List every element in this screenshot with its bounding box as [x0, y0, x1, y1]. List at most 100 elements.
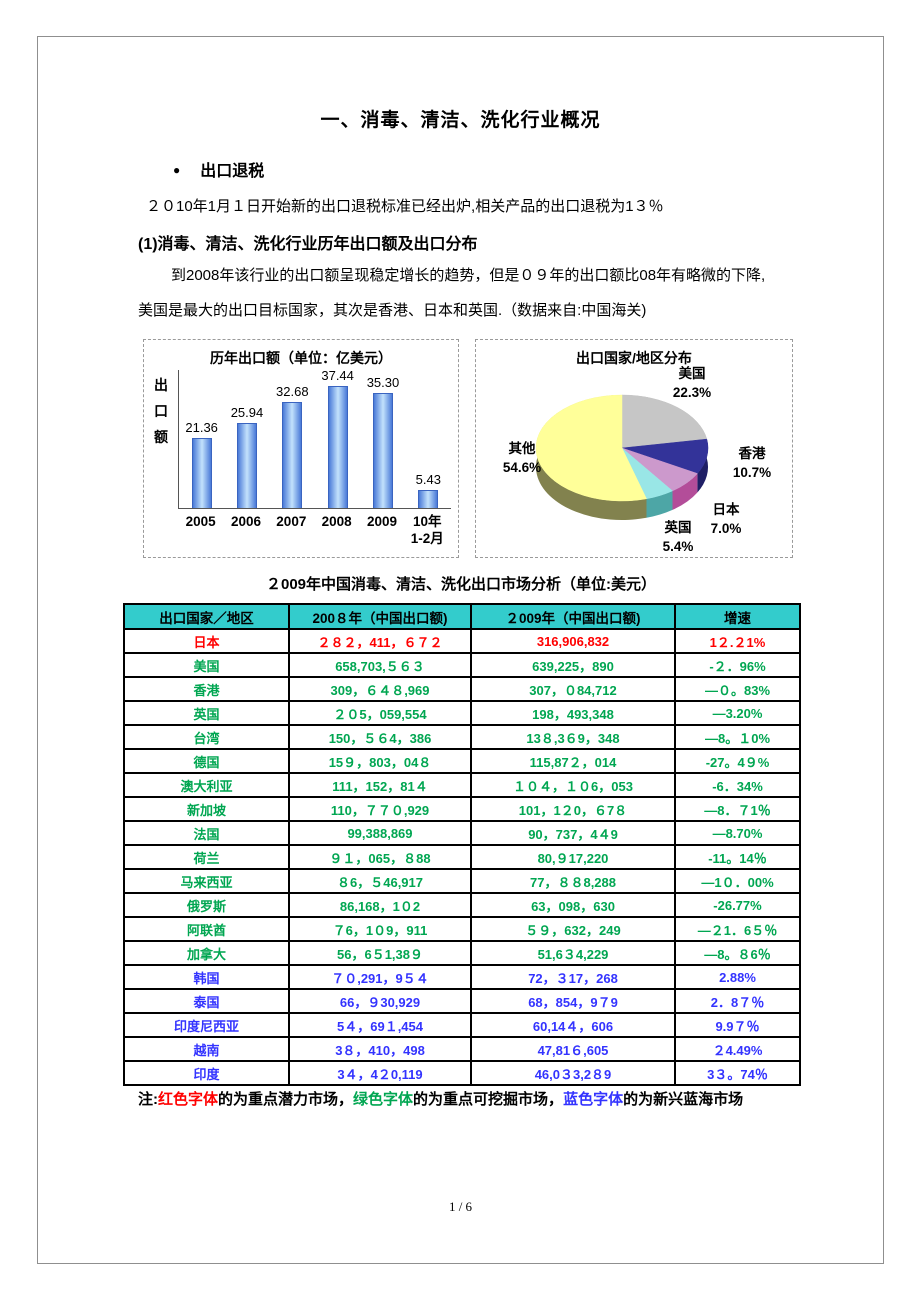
bar-value-label: 35.30 [366, 375, 400, 390]
cell-2009: 68，854，9７9 [470, 988, 676, 1014]
cell-country: 荷兰 [123, 844, 290, 870]
cell-growth: —２1．6５％ [674, 916, 801, 942]
table-row: 加拿大 56，6５1,38９ 51,6３4,229 —8。８6％ [123, 940, 801, 966]
cell-2008: 309，６４８,969 [288, 676, 472, 702]
cell-2009: 80,９17,220 [470, 844, 676, 870]
cell-2008: ２８２，411，６７２ [288, 628, 472, 654]
table-row: 台湾 150，５６4，386 13８,3６9，348 —8。１0% [123, 724, 801, 750]
x-axis-tick-label: 10年 1-2月 [410, 514, 444, 546]
table-row: 美国 658,703,５６３ 639,225，890 -２．96% [123, 652, 801, 678]
table-title: ２009年中国消毒、清洁、洗化出口市场分析（单位:美元） [265, 576, 657, 593]
bar-chart-plot-area: 21.36 25.94 32.68 37.44 35.30 5.43 [178, 368, 451, 509]
cell-2008: 99,388,869 [288, 820, 472, 846]
bar-2009 [372, 393, 393, 508]
page-number: 1 / 6 [448, 1199, 473, 1214]
cell-growth: —8.70% [674, 820, 801, 846]
table-row: 香港 309，６４８,969 307，０84,712 —０。83% [123, 676, 801, 702]
cell-2009: 639,225，890 [470, 652, 676, 678]
cell-growth: 2.88% [674, 964, 801, 990]
table-row: 新加坡 110，７７０,929 101，1２0，６7８ —8．７1％ [123, 796, 801, 822]
bar-2008 [327, 386, 348, 508]
cell-2009: １０４，１０6，053 [470, 772, 676, 798]
cell-country: 越南 [123, 1036, 290, 1062]
table-header-row: 出口国家／地区 200８年（中国出口额) ２009年（中国出口额) 增速 [123, 603, 801, 630]
cell-country: 加拿大 [123, 940, 290, 966]
document-page: 一、消毒、清洁、洗化行业概况 ● 出口退税 ２０10年1月１日开始新的出口退税标准… [37, 36, 884, 1264]
pie-chart-title: 出口国家/地区分布 [576, 350, 692, 366]
table-row: 韩国 ７０,291，9５４ 72，３17，268 2.88% [123, 964, 801, 990]
bar-chart-x-axis-labels: 2005 2006 2007 2008 2009 10年 1-2月 [178, 513, 450, 547]
section-heading-1: (1)消毒、清洁、洗化行业历年出口额及出口分布 [138, 236, 478, 253]
x-axis-tick-label: 2006 [230, 514, 262, 529]
cell-2008: 3４，4２0,119 [288, 1060, 472, 1086]
paragraph-trend-line2: 美国是最大的出口目标国家，其次是香港、日本和英国.（数据来自:中国海关) [138, 302, 647, 319]
bar-2005 [191, 438, 212, 508]
pie-slice-label-2: 香港 10.7% [732, 446, 772, 480]
cell-country: 英国 [123, 700, 290, 726]
bar-slot: 21.36 [179, 370, 224, 508]
cell-growth: -27。4９% [674, 748, 801, 774]
table-footnote: 注:红色字体的为重点潜力市场，绿色字体的为重点可挖掘市场，蓝色字体的为新兴蓝海市… [138, 1088, 743, 1109]
cell-2008: ７０,291，9５４ [288, 964, 472, 990]
footnote-segment: 的为新兴蓝海市场 [623, 1091, 744, 1108]
cell-2009: 47,81６,605 [470, 1036, 676, 1062]
table-row: 澳大利亚 111，152，81４ １０４，１０6，053 -6．34% [123, 772, 801, 798]
col-header-2008: 200８年（中国出口额) [288, 603, 472, 630]
cell-growth: 9.9７％ [674, 1012, 801, 1038]
cell-growth: 3３。74％ [674, 1060, 801, 1086]
cell-2008: 56，6５1,38９ [288, 940, 472, 966]
footnote-segment: 红色字体 [158, 1091, 219, 1108]
cell-2009: 13８,3６9，348 [470, 724, 676, 750]
cell-2008: 86,168，1０2 [288, 892, 472, 918]
cell-country: 阿联酋 [123, 916, 290, 942]
bar-chart-panel: 历年出口额（单位：亿美元） 出口额 21.36 25.94 32.68 37.44 35… [143, 339, 459, 558]
bar-2006 [236, 423, 257, 508]
bar-slot: 5.43 [406, 370, 451, 508]
bar-slot: 32.68 [270, 370, 315, 508]
cell-country: 法国 [123, 820, 290, 846]
cell-2009: 46,0３3,2８9 [470, 1060, 676, 1086]
cell-2009: 77，８８8,288 [470, 868, 676, 894]
cell-growth: —8．７1％ [674, 796, 801, 822]
cell-2008: ７6，1０9，911 [288, 916, 472, 942]
cell-country: 台湾 [123, 724, 290, 750]
table-row: 法国 99,388,869 90，737，4４9 —8.70% [123, 820, 801, 846]
pie-slice-label-3: 日本 7.0% [710, 502, 742, 536]
footnote-segment: 的为重点潜力市场， [218, 1091, 354, 1108]
footnote-segment: 蓝色字体 [563, 1091, 624, 1108]
bar-value-label: 32.68 [276, 384, 309, 399]
cell-2009: 51,6３4,229 [470, 940, 676, 966]
bullet-heading-label: 出口退税 [200, 163, 265, 180]
bullet-icon: ● [173, 163, 181, 177]
cell-country: 美国 [123, 652, 290, 678]
x-axis-tick-label: 2007 [276, 514, 307, 529]
cell-country: 新加坡 [123, 796, 290, 822]
cell-growth: —8。８6％ [674, 940, 801, 966]
pie-chart-panel: 出口国家/地区分布 美国 22.3% 香港 10.7% 日本 7.0% 英国 5.4% 其他 54… [475, 339, 793, 558]
paragraph-tax-policy: ２０10年1月１日开始新的出口退税标准已经出炉,相关产品的出口退税为1３％ [146, 198, 664, 215]
cell-country: 泰国 [123, 988, 290, 1014]
bar-slot: 35.30 [360, 370, 405, 508]
bar-chart-y-axis-label: 出口额 [154, 377, 168, 445]
bar-value-label: 21.36 [185, 420, 218, 435]
cell-country: 俄罗斯 [123, 892, 290, 918]
footnote-segment: 绿色字体 [353, 1091, 414, 1108]
table-row: 泰国 66，９30,929 68，854，9７9 2．8７％ [123, 988, 801, 1014]
bar-value-label: 5.43 [415, 472, 441, 487]
table-row: 阿联酋 ７6，1０9，911 ５９，632，249 —２1．6５％ [123, 916, 801, 942]
cell-growth: 2．8７％ [674, 988, 801, 1014]
table-row: 日本 ２８２，411，６７２ 316,906,832 1２.２1% [123, 628, 801, 654]
table-row: 越南 3８，410，498 47,81６,605 ２4.49% [123, 1036, 801, 1062]
page-title: 一、消毒、清洁、洗化行业概况 [320, 110, 601, 131]
table-row: 德国 15９，803，04８ 115,87２，014 -27。4９% [123, 748, 801, 774]
pie-slice-label-4: 英国 5.4% [662, 520, 694, 554]
export-market-table: 出口国家／地区 200８年（中国出口额) ２009年（中国出口额) 增速 日本 ２… [123, 603, 801, 1086]
col-header-2009: ２009年（中国出口额) [470, 603, 676, 630]
cell-country: 马来西亚 [123, 868, 290, 894]
cell-2008: ９１，065，８88 [288, 844, 472, 870]
cell-2008: ２０5，059,554 [288, 700, 472, 726]
bar-chart-title: 历年出口额（单位：亿美元） [210, 350, 392, 366]
cell-2008: 658,703,５６３ [288, 652, 472, 678]
table-row: 俄罗斯 86,168，1０2 63，098，630 -26.77% [123, 892, 801, 918]
bar-value-label: 37.44 [321, 368, 354, 383]
